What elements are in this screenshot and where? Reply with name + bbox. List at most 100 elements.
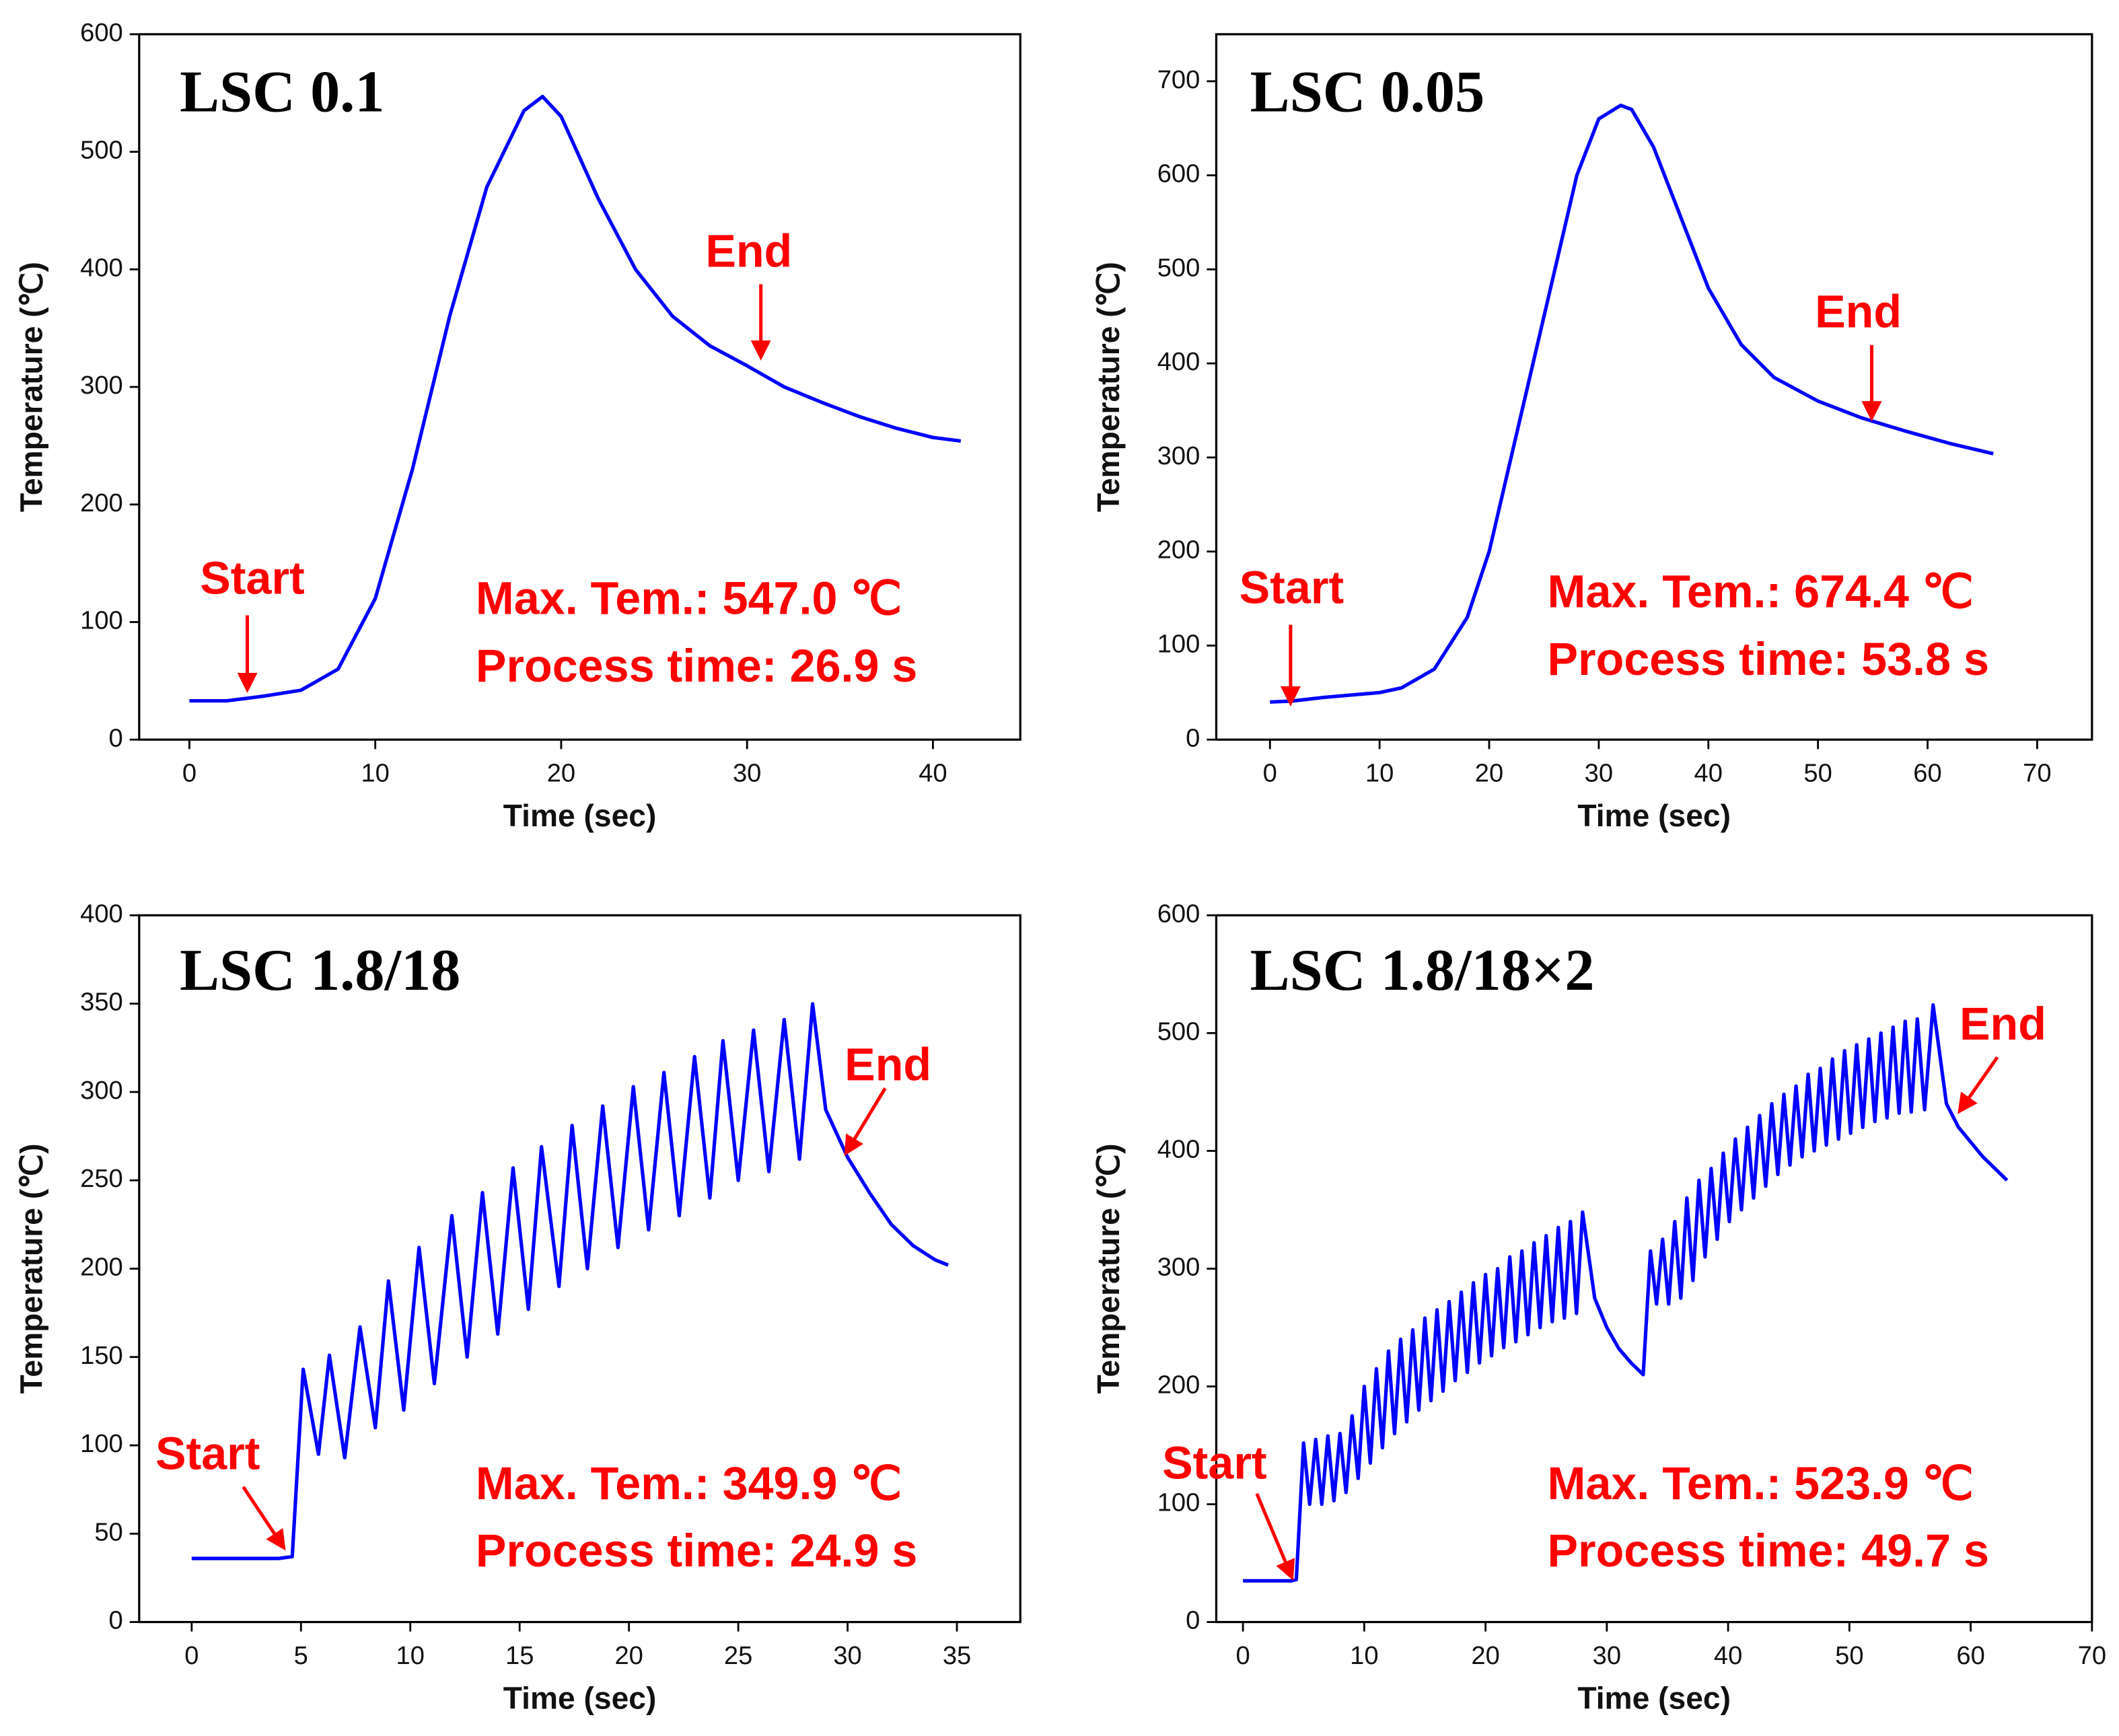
process-time-note: Process time: 49.7 s — [1547, 1525, 1989, 1577]
x-tick-label: 10 — [361, 759, 389, 788]
panel-title: LSC 1.8/18 — [180, 937, 460, 1003]
y-tick-label: 350 — [80, 988, 123, 1017]
y-tick-label: 200 — [1157, 1371, 1200, 1400]
y-tick-label: 300 — [80, 1076, 123, 1105]
y-tick-label: 0 — [1186, 723, 1200, 752]
x-tick-label: 40 — [1714, 1641, 1742, 1670]
x-tick-label: 60 — [1956, 1641, 1984, 1670]
max-temp-note: Max. Tem.: 523.9 ℃ — [1547, 1458, 1973, 1509]
y-tick-label: 250 — [80, 1164, 123, 1193]
x-tick-label: 60 — [1913, 759, 1941, 788]
x-tick-label: 50 — [1803, 759, 1832, 788]
y-tick-label: 200 — [1157, 536, 1200, 565]
start-label: Start — [1162, 1438, 1267, 1489]
process-time-note: Process time: 26.9 s — [476, 641, 917, 692]
y-tick-label: 50 — [94, 1517, 122, 1546]
y-tick-label: 150 — [80, 1341, 123, 1370]
max-temp-note: Max. Tem.: 547.0 ℃ — [476, 573, 902, 624]
panel-title: LSC 0.05 — [1250, 59, 1485, 125]
start-arrow — [242, 1486, 286, 1551]
x-tick-label: 10 — [396, 1641, 425, 1670]
start-arrow — [1255, 1492, 1295, 1581]
start-label: Start — [1240, 562, 1344, 613]
x-tick-label: 50 — [1835, 1641, 1863, 1670]
y-tick-label: 400 — [80, 253, 123, 282]
end-label: End — [1960, 999, 2046, 1050]
y-tick-label: 500 — [1157, 253, 1200, 282]
y-tick-label: 100 — [1157, 1488, 1200, 1517]
x-axis-label: Time (sec) — [503, 798, 657, 833]
y-tick-label: 400 — [1157, 1134, 1200, 1163]
x-tick-label: 30 — [833, 1641, 861, 1670]
data-line — [191, 1002, 949, 1560]
y-tick-label: 200 — [80, 1253, 123, 1282]
x-tick-label: 0 — [182, 759, 196, 788]
plot-frame — [138, 33, 1021, 741]
plot-frame — [1215, 33, 2093, 741]
x-tick-label: 15 — [505, 1641, 534, 1670]
x-tick-label: 0 — [1236, 1641, 1250, 1670]
y-tick-label: 300 — [1157, 1253, 1200, 1282]
y-tick-label: 700 — [1157, 65, 1200, 94]
x-tick-label: 0 — [1263, 759, 1277, 788]
x-tick-label: 20 — [1475, 759, 1503, 788]
process-time-note: Process time: 24.9 s — [476, 1525, 917, 1577]
y-tick-label: 0 — [109, 1606, 123, 1635]
start-label: Start — [155, 1428, 260, 1480]
x-tick-label: 10 — [1365, 759, 1394, 788]
x-tick-label: 25 — [724, 1641, 752, 1670]
process-time-note: Process time: 53.8 s — [1547, 634, 1989, 685]
data-line — [1243, 1003, 2009, 1583]
end-label: End — [845, 1039, 931, 1090]
x-tick-label: 70 — [2078, 1641, 2106, 1670]
y-tick-label: 600 — [80, 18, 123, 47]
x-axis-label: Time (sec) — [1577, 798, 1731, 833]
y-axis-label: Temperature (℃) — [1091, 262, 1126, 512]
x-axis-label: Time (sec) — [503, 1680, 657, 1715]
y-tick-label: 400 — [80, 899, 123, 928]
y-tick-label: 100 — [80, 606, 123, 635]
end-arrow — [844, 1087, 887, 1157]
y-tick-label: 600 — [1157, 159, 1200, 188]
y-tick-label: 500 — [80, 136, 123, 165]
y-tick-label: 600 — [1157, 899, 1200, 928]
y-tick-label: 100 — [1157, 630, 1200, 659]
panel-title: LSC 0.1 — [180, 59, 384, 125]
y-tick-label: 300 — [80, 371, 123, 400]
plot-frame — [138, 914, 1021, 1624]
y-tick-label: 200 — [80, 489, 123, 517]
data-line — [189, 94, 962, 703]
x-tick-label: 20 — [1471, 1641, 1499, 1670]
x-tick-label: 30 — [1585, 759, 1613, 788]
x-tick-label: 35 — [943, 1641, 971, 1670]
panel: 0 10 20 30 40 50 60 70 0 100 200 300 400 500 600 Time (… — [1091, 899, 2106, 1715]
panel: 0 10 20 30 40 50 60 700100200300400500600700Tim… — [1091, 33, 2093, 833]
max-temp-note: Max. Tem.: 349.9 ℃ — [476, 1458, 902, 1509]
end-arrow — [1958, 1056, 1999, 1114]
y-axis-label: Temperature (℃) — [13, 1144, 48, 1394]
data-line — [1270, 103, 1994, 704]
x-axis-label: Time (sec) — [1577, 1680, 1731, 1715]
y-tick-label: 100 — [80, 1429, 123, 1458]
end-label: End — [705, 225, 792, 277]
y-axis-label: Temperature (℃) — [13, 262, 48, 512]
panel-title: LSC 1.8/18×2 — [1250, 937, 1595, 1003]
x-tick-label: 70 — [2023, 759, 2051, 788]
x-tick-label: 20 — [547, 759, 575, 788]
max-temp-note: Max. Tem.: 674.4 ℃ — [1547, 566, 1973, 617]
y-tick-label: 0 — [1186, 1606, 1200, 1635]
y-tick-label: 500 — [1157, 1017, 1200, 1046]
x-tick-label: 10 — [1350, 1641, 1378, 1670]
y-axis-label: Temperature (℃) — [1091, 1144, 1126, 1394]
x-tick-label: 40 — [1694, 759, 1723, 788]
x-tick-label: 40 — [919, 759, 947, 788]
start-label: Start — [200, 552, 305, 604]
y-tick-label: 400 — [1157, 347, 1200, 376]
x-tick-label: 0 — [184, 1641, 199, 1670]
x-tick-label: 30 — [733, 759, 761, 788]
end-label: End — [1815, 287, 1902, 338]
x-tick-label: 20 — [614, 1641, 643, 1670]
y-tick-label: 300 — [1157, 441, 1200, 470]
